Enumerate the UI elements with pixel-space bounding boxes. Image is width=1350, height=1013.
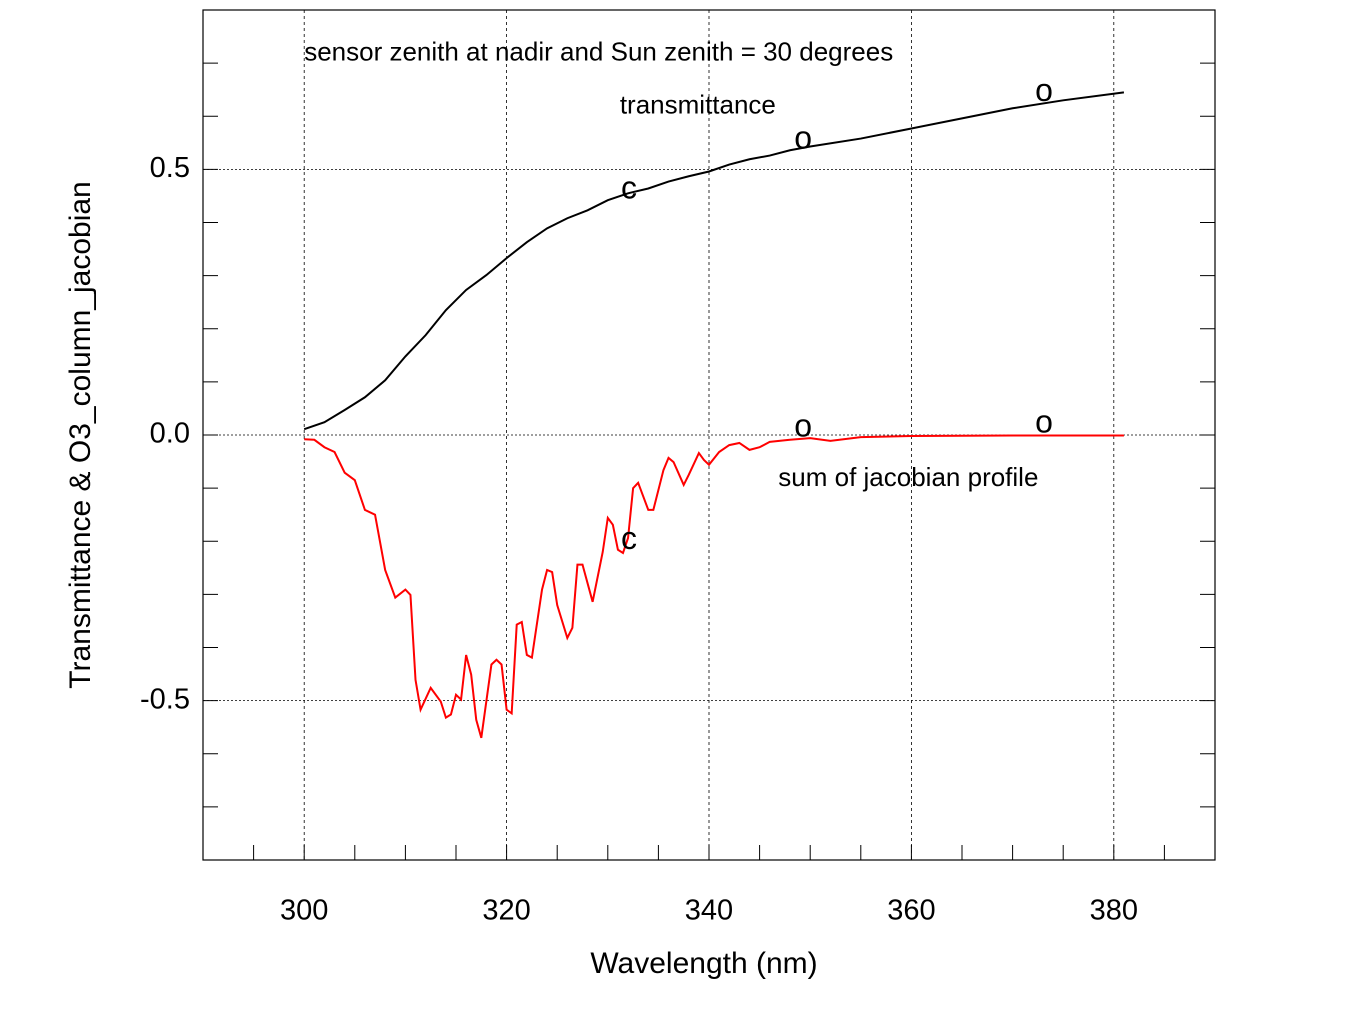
annotation: o (1035, 403, 1053, 439)
annotation: o (1035, 72, 1053, 108)
x-tick-label: 380 (1090, 895, 1138, 927)
annotation: sum of jacobian profile (778, 462, 1038, 492)
y-tick-label: 0.5 (150, 152, 190, 184)
y-axis-label: Transmittance & O3_column_jacobian (64, 181, 97, 688)
x-axis-label: Wavelength (nm) (590, 947, 817, 980)
data-line (303, 91, 1125, 431)
x-tick-label: 340 (685, 895, 733, 927)
x-tick-label: 300 (280, 895, 328, 927)
chart-title: sensor zenith at nadir and Sun zenith = … (304, 36, 893, 66)
x-tick-label: 320 (482, 895, 530, 927)
annotation: c (621, 520, 637, 556)
annotation: o (794, 120, 812, 156)
annotation: c (621, 170, 637, 206)
annotation: transmittance (620, 90, 776, 120)
y-tick-label: 0.0 (150, 418, 190, 450)
annotation: o (794, 408, 812, 444)
y-tick-label: -0.5 (140, 683, 190, 715)
data-line (304, 434, 1124, 739)
x-tick-label: 360 (887, 895, 935, 927)
